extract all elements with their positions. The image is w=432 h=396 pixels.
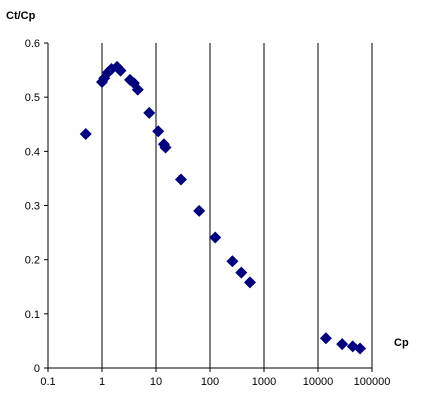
y-tick-label: 0.5 [25,92,40,104]
data-point [226,255,239,268]
data-point [319,332,332,345]
data-point [79,128,92,140]
x-tick-label: 100000 [354,376,391,388]
data-point [354,342,367,355]
axes [44,42,373,372]
data-point [131,83,144,96]
y-tick-label: 0.2 [25,255,40,267]
x-tick-label: 1000 [252,376,276,388]
y-tick-label: 0.3 [25,201,40,213]
data-point [152,125,165,138]
x-tick-label: 1 [99,376,105,388]
x-tick-label: 10000 [303,376,334,388]
data-point [159,141,172,154]
y-axis-title: Ct/Cp [6,10,36,22]
data-point [336,338,349,351]
y-tick-label: 0.6 [25,38,40,50]
x-axis-title: Cp [394,337,409,349]
y-tick-label: 0 [34,363,40,375]
y-tick-label: 0.1 [25,309,40,321]
grid-lines [101,43,373,368]
y-tick-label: 0.4 [25,146,40,158]
data-point [114,64,127,77]
data-points [79,60,367,355]
tick-labels: 0.1 1 10 100 1000 10000 10000000.10.20.30.40.5… [25,38,391,388]
data-point [174,173,187,186]
data-point [143,106,156,119]
x-tick-label: 0.1 [40,376,55,388]
data-point [243,276,256,289]
data-point [235,266,248,279]
x-tick-label: 10 [150,376,162,388]
x-tick-label: 100 [201,376,219,388]
data-point [193,204,206,217]
data-point [209,231,222,244]
